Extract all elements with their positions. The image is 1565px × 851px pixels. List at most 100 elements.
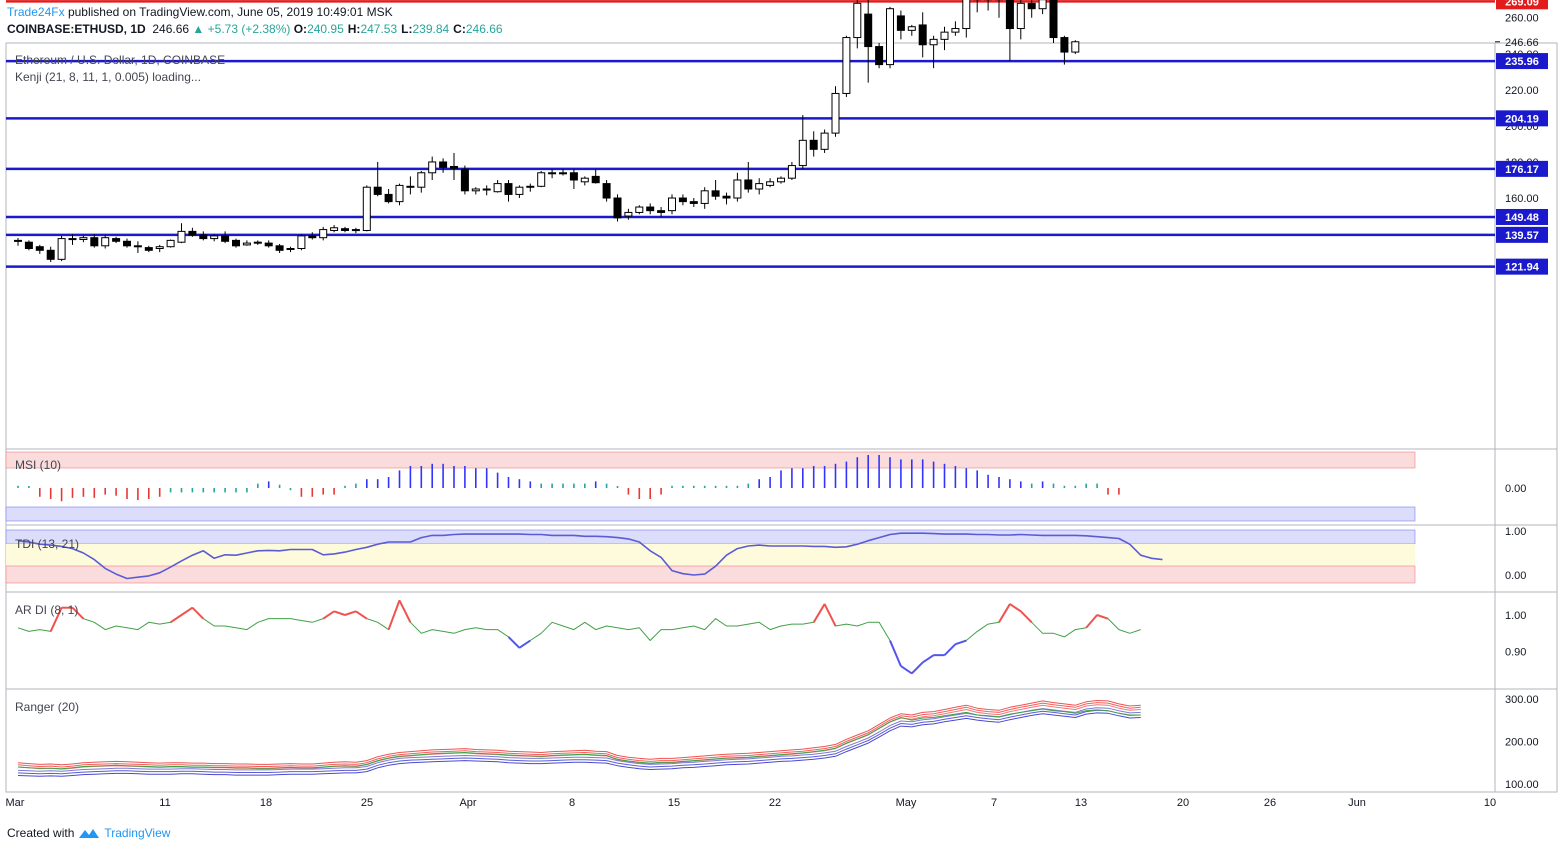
- candle-body: [210, 235, 219, 240]
- tradingview-link[interactable]: TradingView: [104, 826, 171, 840]
- ardi-segment: [943, 643, 957, 656]
- candle-body: [460, 168, 469, 192]
- candle-body: [929, 38, 938, 46]
- tdi-upper-band: [5, 529, 1416, 545]
- candle-body: [188, 230, 197, 236]
- candle-body: [1060, 37, 1069, 53]
- price-tick-label: 160.00: [1505, 193, 1539, 205]
- close-value: 246.66: [465, 22, 503, 36]
- tdi-series: [17, 532, 1163, 580]
- candle-body: [1016, 2, 1025, 30]
- candle-body: [133, 245, 142, 248]
- candle-body: [123, 240, 131, 247]
- open-label: O:: [293, 22, 308, 36]
- ardi-segment: [911, 661, 924, 675]
- candle-body: [504, 183, 513, 195]
- ardi-segment: [955, 639, 967, 646]
- level-label: 204.19: [1505, 113, 1539, 125]
- candle-body: [68, 238, 77, 241]
- ranger-series: [17, 700, 1141, 777]
- ardi-segment: [900, 665, 913, 675]
- ardi-segment: [998, 603, 1011, 623]
- last-price: 246.66: [152, 22, 190, 36]
- ardi-segment: [1009, 603, 1022, 613]
- ardi-segment: [889, 640, 902, 667]
- candle-body: [787, 165, 796, 179]
- candle-body: [907, 26, 916, 31]
- time-tick-label: Mar: [6, 797, 25, 809]
- ardi-segment: [387, 600, 401, 630]
- candle-body: [57, 238, 66, 260]
- time-tick-label: 22: [769, 797, 781, 809]
- time-tick-label: 26: [1264, 797, 1276, 809]
- candle-body: [722, 195, 731, 199]
- candle-body: [417, 172, 426, 188]
- time-tick-label: 7: [991, 797, 997, 809]
- ardi-segment: [1020, 610, 1033, 624]
- symbol-name[interactable]: COINBASE:ETHUSD, 1D: [7, 22, 146, 36]
- candle-body: [35, 246, 44, 251]
- candle-body: [264, 242, 273, 247]
- candle-body: [471, 188, 480, 192]
- low-value: 239.84: [412, 22, 450, 36]
- level-label-bg: [1496, 110, 1548, 127]
- candle-body: [951, 28, 960, 33]
- ranger-legend: Ranger (20): [15, 700, 79, 714]
- publish-line: Trade24Fx published on TradingView.com, …: [7, 5, 393, 19]
- candle-body: [46, 249, 55, 260]
- candle-body: [144, 247, 153, 251]
- candle-body: [624, 211, 633, 217]
- level-label: 269.09: [1505, 0, 1539, 8]
- ranger-line: [17, 712, 1141, 777]
- ardi-segment: [71, 606, 85, 620]
- tdi-tick-label: 0.00: [1505, 570, 1526, 582]
- main-legend-title: Ethereum / U.S. Dollar, 1D, COINBASE: [15, 53, 225, 67]
- candle-body: [733, 179, 742, 199]
- ranger-line: [17, 709, 1141, 775]
- published-text: published on TradingView.com, June 05, 2…: [67, 5, 393, 19]
- candle-body: [242, 242, 251, 246]
- level-label: 176.17: [1505, 164, 1539, 176]
- candle-body: [526, 185, 535, 188]
- time-tick-label: 20: [1177, 797, 1189, 809]
- footer: Created with TradingView: [7, 826, 170, 840]
- candle-body: [766, 181, 775, 186]
- candle-body: [406, 185, 415, 188]
- candle-body: [537, 172, 546, 187]
- candle-body: [689, 201, 698, 204]
- time-tick-label: Jun: [1348, 797, 1366, 809]
- candle-body: [14, 239, 22, 242]
- candle-body: [918, 24, 927, 46]
- time-tick-label: 8: [569, 797, 575, 809]
- candle-body: [820, 132, 829, 150]
- candle-body: [864, 13, 873, 48]
- level-label: 235.96: [1505, 56, 1539, 68]
- candle-body: [831, 92, 840, 134]
- msi-series: [17, 455, 1120, 502]
- ardi-tick-label: 0.90: [1505, 647, 1526, 659]
- ranger-tick-label: 300.00: [1505, 694, 1539, 706]
- ardi-legend: AR DI (8, 1): [15, 603, 78, 617]
- candle-body: [330, 227, 339, 231]
- candle-body: [635, 206, 644, 213]
- ardi-segment: [170, 614, 183, 624]
- symbol-line: COINBASE:ETHUSD, 1D 246.66 ▲ +5.73 (+2.3…: [7, 22, 507, 36]
- candle-body: [755, 183, 764, 190]
- candle-body: [896, 15, 905, 31]
- candle-body: [177, 230, 186, 243]
- time-axis-ticks: Mar 11 18 25 Apr 8 15 22 May 7 13 20 26 Jun 10: [6, 797, 1497, 809]
- tdi-tick-label: 1.00: [1505, 526, 1526, 538]
- level-label-bg: [1496, 0, 1548, 10]
- ardi-segment: [49, 607, 63, 632]
- candle-body: [253, 241, 262, 244]
- publisher-link[interactable]: Trade24Fx: [7, 5, 65, 19]
- candle-body: [439, 161, 448, 168]
- candle-body: [853, 2, 862, 39]
- candle-body: [90, 237, 99, 247]
- candle-body: [842, 37, 851, 94]
- candle-body: [580, 177, 589, 183]
- candle-body: [232, 239, 240, 247]
- candle-body: [548, 172, 557, 175]
- msi-lower-band: [5, 506, 1416, 522]
